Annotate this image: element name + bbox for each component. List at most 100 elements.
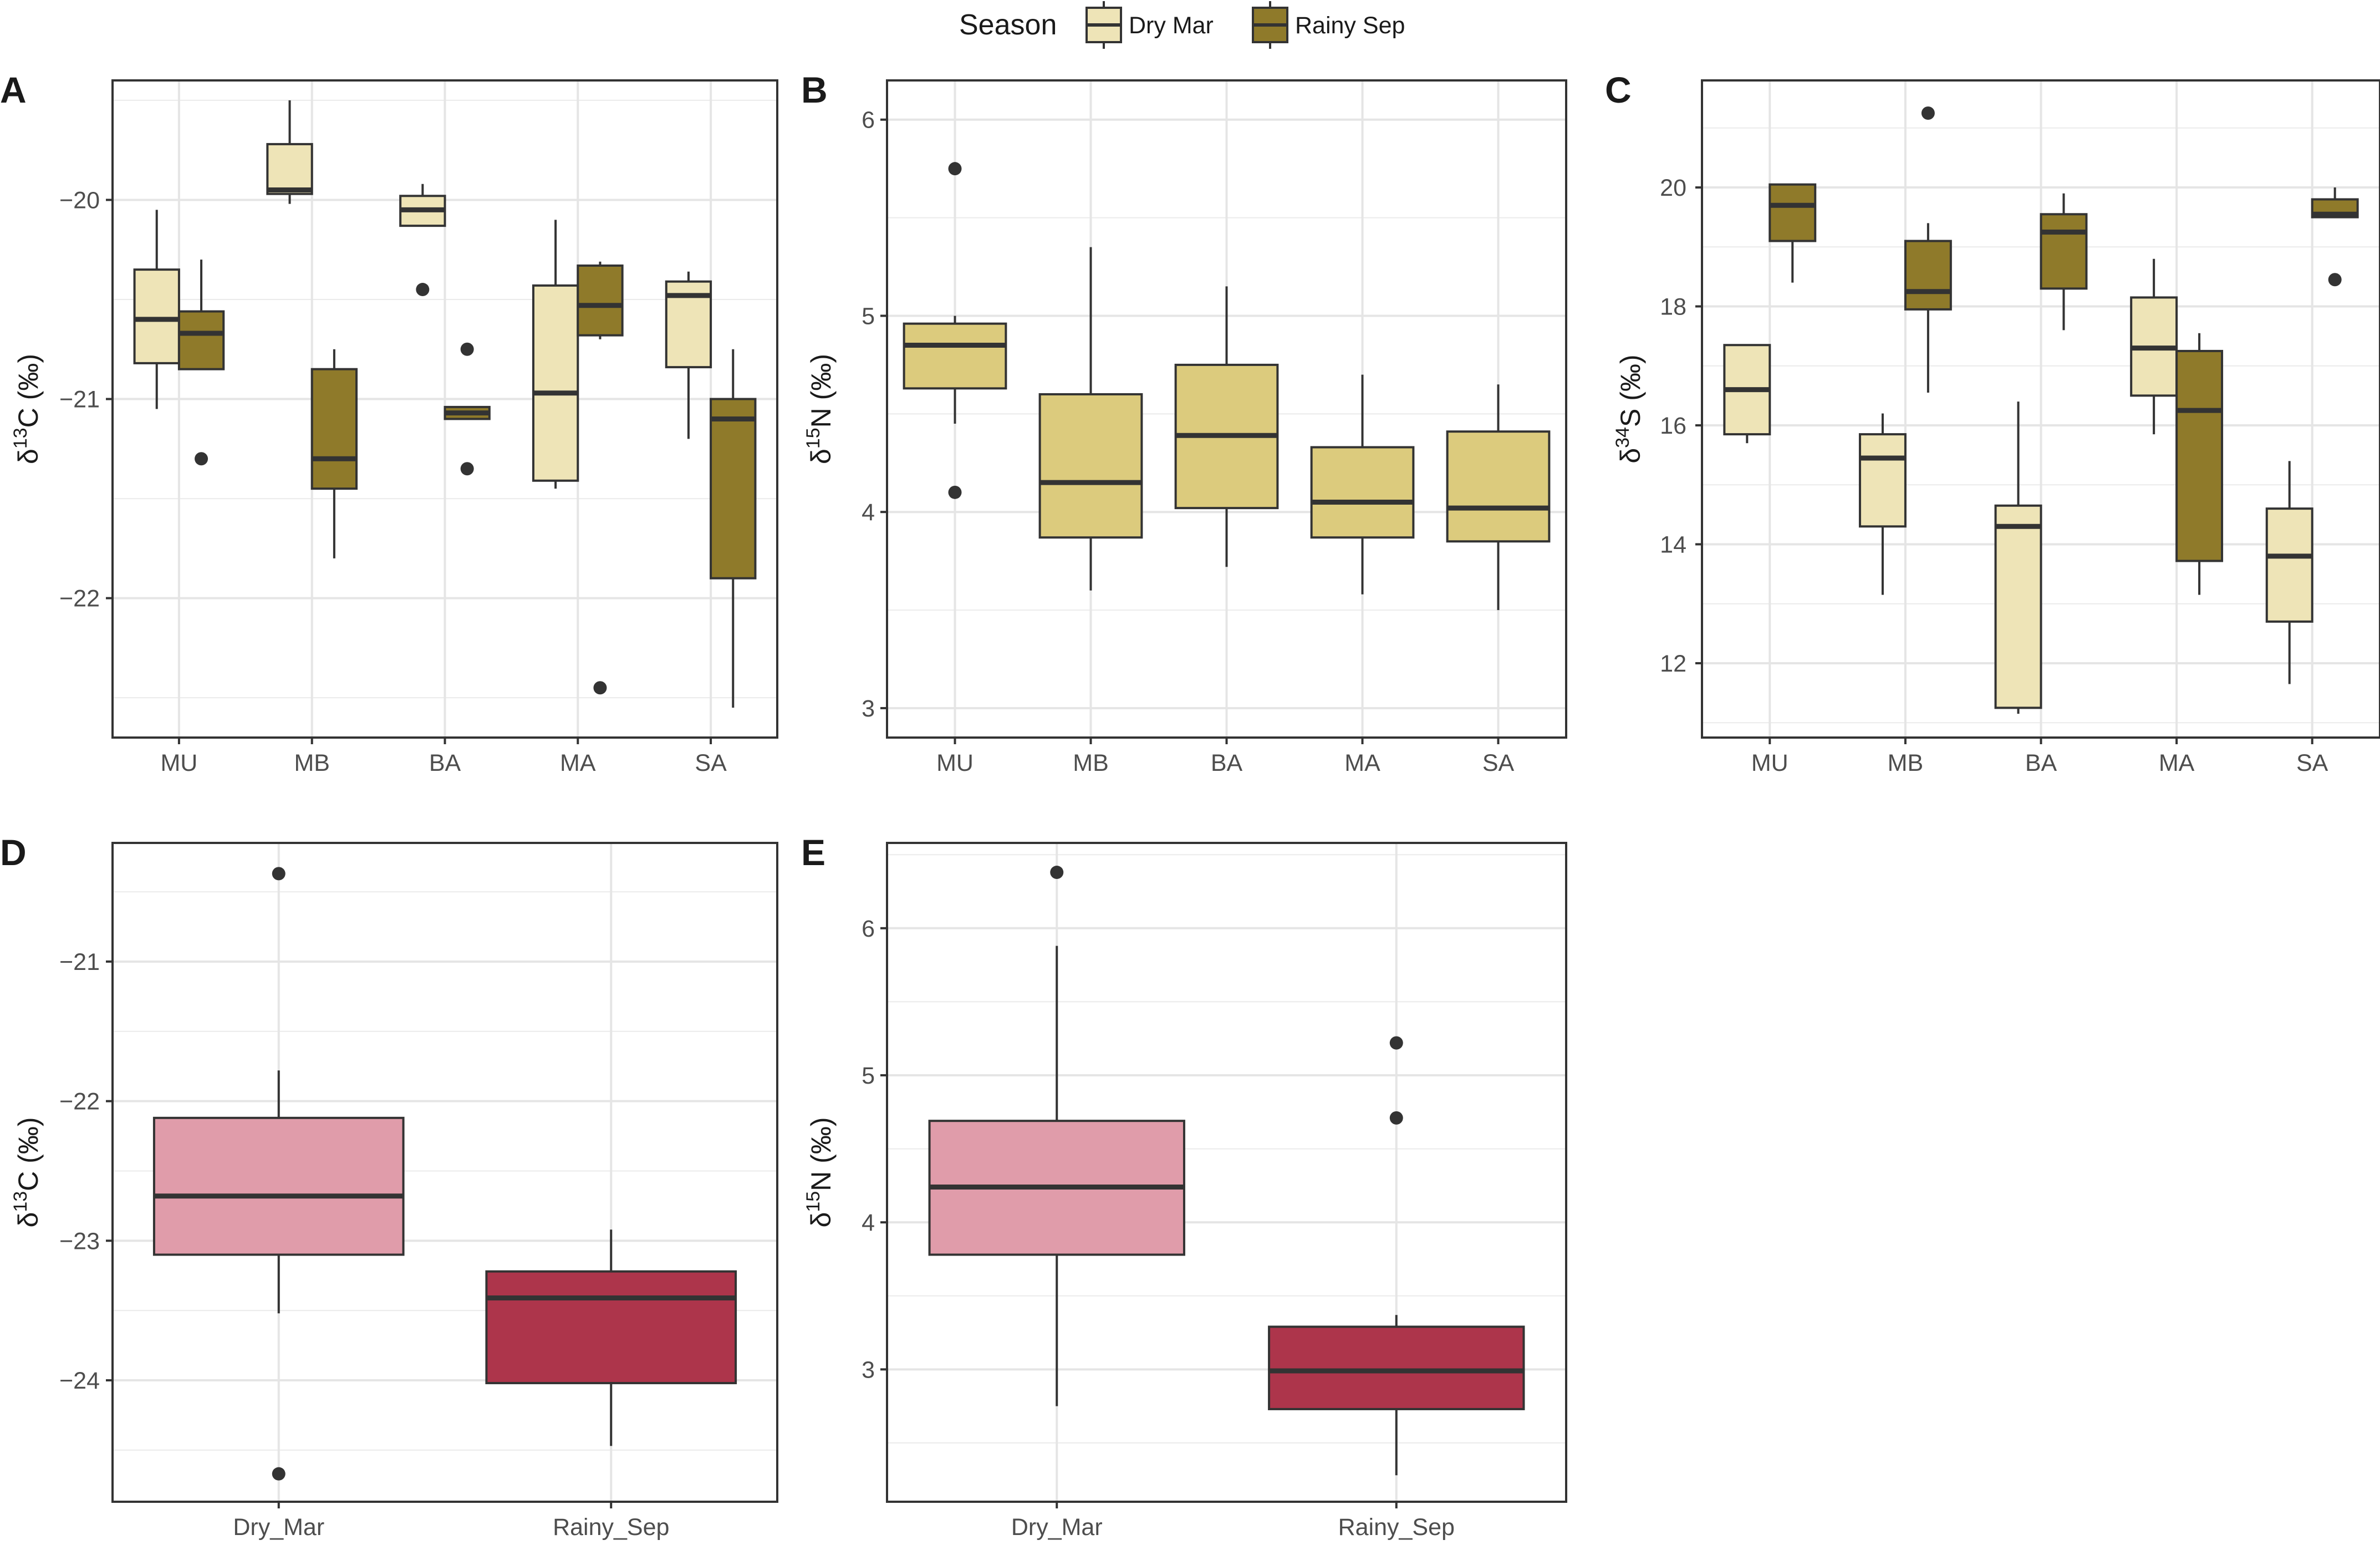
y-tick-label: 18 bbox=[1660, 294, 1686, 321]
box-A-MU-rainy-sep bbox=[177, 260, 225, 466]
y-axis-title-rest: N (‰) bbox=[806, 1117, 837, 1191]
x-tick-label-Dry_Mar: Dry_Mar bbox=[1011, 1514, 1103, 1541]
box-B-MU-all bbox=[903, 162, 1007, 499]
box-C-BA-rainy-sep bbox=[2040, 193, 2088, 331]
y-axis-title-rest: N (‰) bbox=[806, 354, 837, 428]
y-tick-label: −21 bbox=[59, 949, 100, 975]
y-tick-label: 6 bbox=[862, 107, 875, 134]
y-axis-title: δ34S (‰) bbox=[1612, 354, 1646, 463]
y-tick-label: 5 bbox=[862, 303, 875, 329]
x-tick-label-MA: MA bbox=[560, 750, 596, 776]
y-axis-title: δ15N (‰) bbox=[803, 1117, 837, 1228]
box-E-Dry_Mar-by-season bbox=[928, 866, 1185, 1406]
outlier-point bbox=[1389, 1111, 1403, 1125]
x-tick-label-SA: SA bbox=[2296, 750, 2328, 776]
y-tick-label: 3 bbox=[862, 695, 875, 722]
panel-letter: D bbox=[0, 832, 27, 873]
legend-label-rainy-sep: Rainy Sep bbox=[1295, 12, 1405, 39]
outlier-point bbox=[593, 681, 607, 695]
legend-label-dry-mar: Dry Mar bbox=[1129, 12, 1214, 39]
box-A-MB-rainy-sep bbox=[310, 349, 358, 558]
box-iqr bbox=[1769, 183, 1817, 242]
box-iqr bbox=[310, 368, 358, 490]
box-C-SA-dry-mar bbox=[2265, 461, 2313, 684]
y-tick-label: −23 bbox=[59, 1228, 100, 1254]
box-iqr bbox=[485, 1270, 737, 1385]
outlier-point bbox=[272, 1467, 286, 1481]
box-A-MA-rainy-sep bbox=[577, 261, 624, 695]
box-iqr bbox=[1858, 433, 1907, 528]
box-iqr bbox=[1310, 446, 1415, 539]
box-B-MB-all bbox=[1038, 247, 1143, 591]
y-tick-label: 12 bbox=[1660, 650, 1686, 677]
panel-E-border bbox=[886, 842, 1567, 1503]
box-E-Rainy_Sep-by-season bbox=[1268, 1036, 1525, 1476]
box-A-SA-rainy-sep bbox=[710, 349, 757, 708]
y-tick-label: 4 bbox=[862, 499, 875, 526]
box-iqr bbox=[2040, 213, 2088, 290]
box-iqr bbox=[2175, 349, 2224, 562]
y-tick-label: −22 bbox=[59, 1089, 100, 1115]
box-C-MU-rainy-sep bbox=[1769, 183, 1817, 283]
outlier-point bbox=[948, 162, 962, 176]
y-tick-label: 6 bbox=[862, 916, 875, 942]
x-tick-label-BA: BA bbox=[1211, 750, 1243, 776]
y-axis-title-sup: 34 bbox=[1612, 427, 1633, 448]
x-tick-label-MA: MA bbox=[1344, 750, 1380, 776]
x-tick-label-Rainy_Sep: Rainy_Sep bbox=[553, 1514, 669, 1541]
y-axis-title-rest: C (‰) bbox=[13, 354, 44, 428]
y-axis-title-base: δ bbox=[13, 1212, 44, 1228]
box-iqr bbox=[177, 310, 225, 370]
y-axis-title: δ13C (‰) bbox=[10, 1117, 44, 1228]
y-tick-label: 14 bbox=[1660, 531, 1686, 558]
y-axis-title-base: δ bbox=[806, 1212, 837, 1228]
x-tick-label-SA: SA bbox=[695, 750, 727, 776]
outlier-point bbox=[195, 452, 208, 466]
outlier-point bbox=[1389, 1036, 1403, 1050]
box-iqr bbox=[710, 398, 757, 580]
y-tick-label: 4 bbox=[862, 1209, 875, 1236]
box-C-MA-dry-mar bbox=[2130, 258, 2178, 435]
box-iqr bbox=[1994, 504, 2042, 709]
panel-D-border bbox=[111, 842, 778, 1503]
x-tick-label-MU: MU bbox=[1751, 750, 1788, 776]
box-iqr bbox=[1038, 393, 1143, 539]
y-tick-label: −21 bbox=[59, 387, 100, 413]
y-tick-label: 16 bbox=[1660, 413, 1686, 439]
box-iqr bbox=[133, 268, 180, 364]
x-tick-label-BA: BA bbox=[429, 750, 461, 776]
y-tick-label: 3 bbox=[862, 1356, 875, 1383]
y-tick-label: −20 bbox=[59, 187, 100, 214]
y-axis-title: δ15N (‰) bbox=[803, 354, 837, 464]
y-axis-title-base: δ bbox=[13, 449, 44, 464]
outlier-point bbox=[272, 867, 286, 881]
box-iqr bbox=[2265, 507, 2313, 623]
y-axis-title-sup: 15 bbox=[803, 1191, 824, 1212]
box-C-SA-rainy-sep bbox=[2311, 187, 2359, 287]
box-iqr bbox=[1904, 240, 1952, 311]
outlier-point bbox=[460, 342, 474, 356]
box-A-MB-dry-mar bbox=[266, 100, 313, 204]
x-tick-label-MU: MU bbox=[160, 750, 197, 776]
y-axis-title: δ13C (‰) bbox=[10, 354, 44, 464]
box-B-BA-all bbox=[1174, 286, 1279, 567]
y-axis-title-sup: 13 bbox=[10, 1191, 31, 1212]
box-A-BA-dry-mar bbox=[399, 184, 446, 297]
x-tick-label-BA: BA bbox=[2025, 750, 2057, 776]
panel-letter: C bbox=[1605, 69, 1632, 110]
box-B-MA-all bbox=[1310, 374, 1415, 594]
x-tick-label-MB: MB bbox=[1073, 750, 1109, 776]
x-tick-label-MA: MA bbox=[2159, 750, 2195, 776]
box-C-MA-rainy-sep bbox=[2175, 333, 2224, 595]
x-tick-label-MB: MB bbox=[1888, 750, 1924, 776]
x-tick-label-Rainy_Sep: Rainy_Sep bbox=[1338, 1514, 1455, 1541]
box-iqr bbox=[577, 264, 624, 337]
outlier-point bbox=[2328, 273, 2342, 287]
